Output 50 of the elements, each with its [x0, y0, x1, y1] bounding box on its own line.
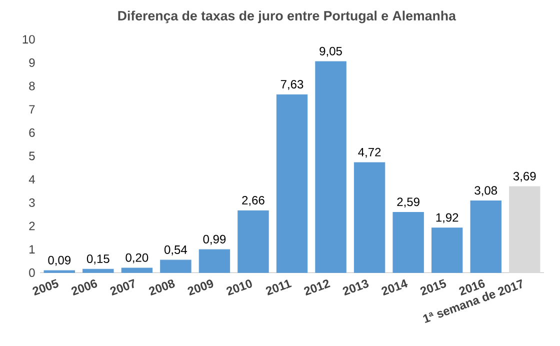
bar	[82, 268, 114, 273]
data-label: 0,15	[86, 254, 110, 264]
bar	[392, 212, 424, 273]
y-tick-label: 8	[29, 82, 35, 90]
y-tick-label: 3	[29, 198, 35, 207]
y-tick-label: 7	[29, 105, 35, 114]
data-label: 0,54	[164, 245, 188, 256]
chart-title: Diferença de taxas de juro entre Portugal e Alemanha	[118, 10, 456, 24]
x-tick-label: 2014	[382, 279, 408, 296]
x-tick-label: 2006	[71, 280, 98, 296]
y-tick-label: 1	[30, 245, 35, 254]
x-tick-label: 2008	[148, 280, 175, 296]
data-label: 3,08	[474, 186, 497, 196]
data-label: 1,92	[436, 213, 458, 224]
data-label: 2,66	[242, 196, 264, 206]
data-label: 0,99	[203, 234, 226, 245]
y-tick-label: 9	[29, 58, 35, 67]
bar	[315, 61, 346, 273]
x-tick-label: 2013	[342, 280, 369, 296]
y-tick-label: 0	[29, 268, 35, 277]
x-tick-label: 2007	[110, 278, 134, 296]
data-label: 0,20	[126, 253, 148, 264]
y-tick-label: 2	[29, 222, 35, 230]
bar	[238, 210, 269, 273]
x-tick-label: 2015	[420, 279, 446, 296]
bar	[470, 200, 502, 273]
x-tick-label: 2009	[188, 280, 214, 296]
bar	[44, 270, 75, 273]
bar	[198, 249, 230, 273]
bar	[160, 260, 192, 273]
bar	[276, 94, 308, 273]
bar	[509, 186, 540, 273]
data-label: 9,05	[320, 46, 342, 57]
x-tick-label: 2011	[266, 280, 292, 296]
x-tick-label: 2010	[226, 280, 252, 296]
bar	[121, 268, 153, 273]
x-tick-label: 2016	[459, 280, 485, 296]
y-tick-label: 6	[29, 128, 35, 137]
data-label: 0,09	[48, 256, 70, 266]
bar	[354, 162, 386, 273]
y-tick-label: 4	[28, 175, 35, 184]
y-tick-label: 5	[29, 152, 35, 160]
data-label: 4,72	[358, 148, 381, 158]
bar	[431, 228, 463, 273]
data-label: 3,69	[513, 172, 536, 182]
x-tick-label: 2005	[32, 279, 58, 296]
x-tick-label: 2012	[304, 280, 330, 296]
data-label: 2,59	[397, 198, 420, 208]
y-tick-label: 10	[22, 35, 35, 44]
data-label: 7,63	[280, 80, 304, 90]
